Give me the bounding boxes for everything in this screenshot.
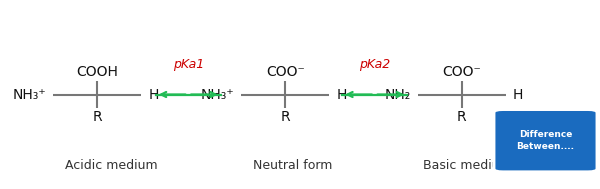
Text: NH₃⁺: NH₃⁺ <box>200 88 234 101</box>
Text: H: H <box>513 88 523 101</box>
Text: COOH: COOH <box>76 65 118 79</box>
Text: NH₃⁺: NH₃⁺ <box>13 88 46 101</box>
Text: H: H <box>148 88 158 101</box>
Text: H: H <box>337 88 347 101</box>
Text: Neutral form: Neutral form <box>253 159 332 172</box>
Text: Basic medium: Basic medium <box>424 159 512 172</box>
Text: COO⁻: COO⁻ <box>266 65 305 79</box>
Text: Difference
Between....: Difference Between.... <box>517 130 574 151</box>
Text: R: R <box>92 111 102 125</box>
Text: COO⁻: COO⁻ <box>442 65 481 79</box>
Text: pKa1: pKa1 <box>173 58 204 71</box>
Text: pKa2: pKa2 <box>359 58 391 71</box>
Text: R: R <box>457 111 467 125</box>
Text: R: R <box>280 111 290 125</box>
Text: NH₂: NH₂ <box>384 88 410 101</box>
FancyBboxPatch shape <box>494 110 597 172</box>
Text: Acidic medium: Acidic medium <box>65 159 157 172</box>
